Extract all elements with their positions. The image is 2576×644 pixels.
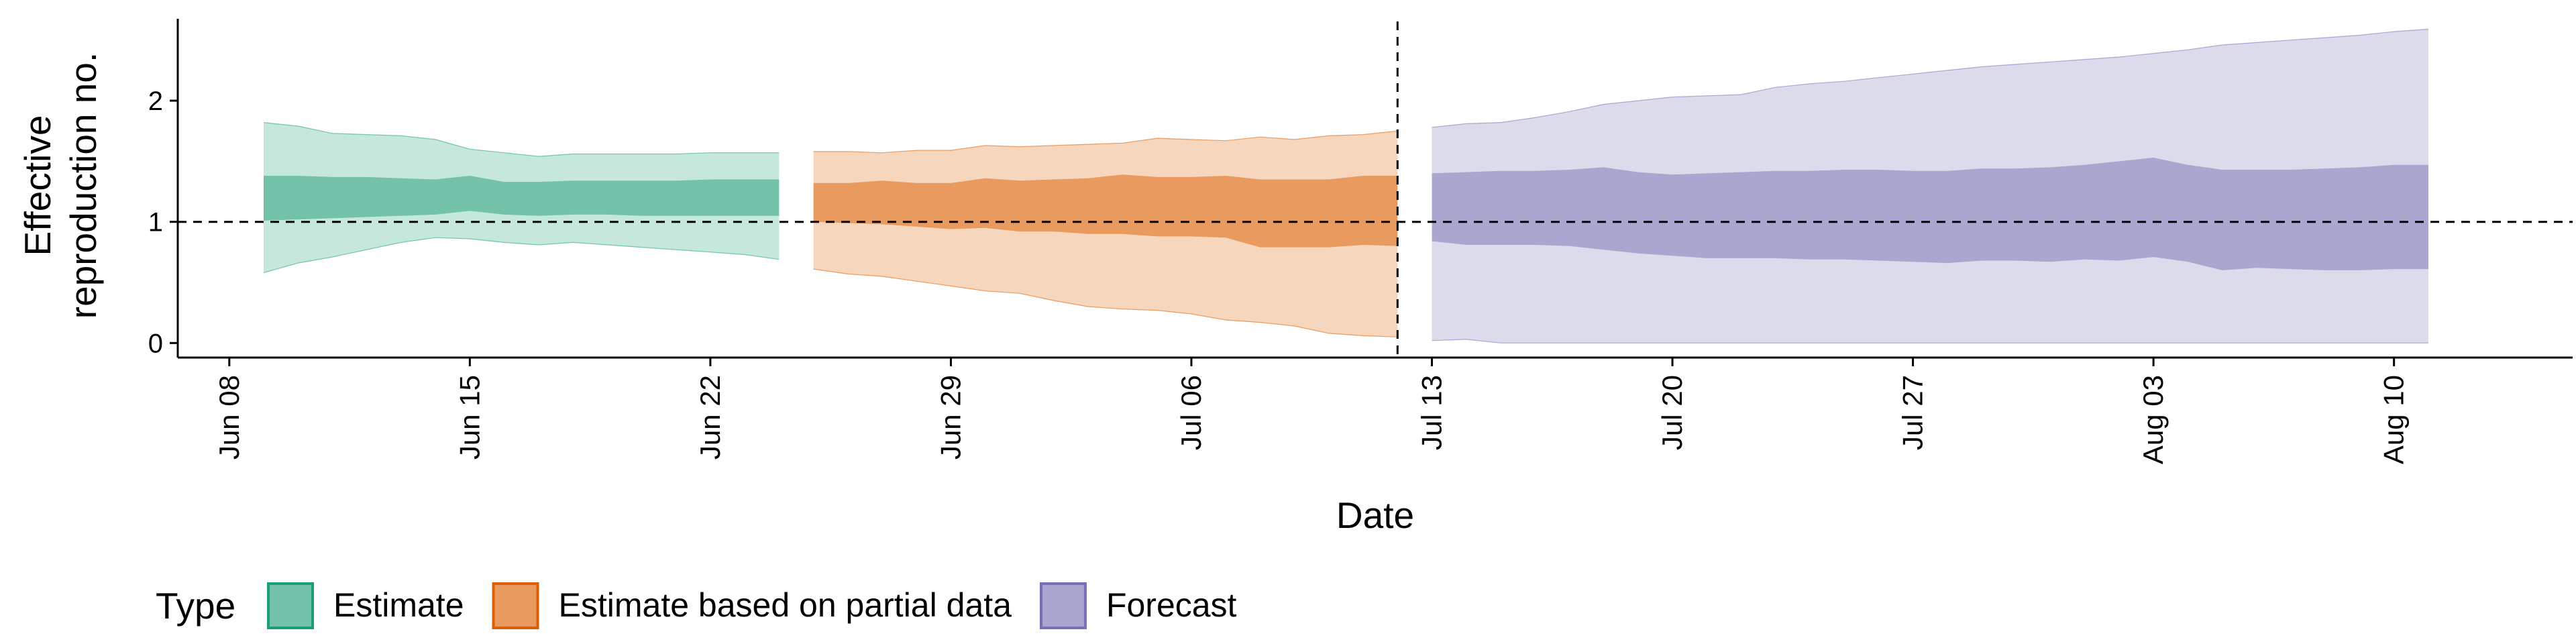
x-tick-label: Jul 27 [1897, 375, 1929, 450]
legend-key-estimate [268, 584, 313, 628]
x-tick-label: Jun 22 [694, 375, 726, 460]
x-axis-title: Date [1336, 494, 1414, 536]
legend-label-forecast: Forecast [1106, 586, 1237, 624]
x-tick-label: Jun 29 [934, 375, 966, 460]
y-tick-label: 2 [148, 87, 163, 116]
y-axis-title-line: reproduction no. [62, 52, 104, 319]
x-tick-label: Jun 15 [453, 375, 485, 460]
legend-label-estimate-based-on-partial-data: Estimate based on partial data [559, 586, 1012, 624]
y-tick-label: 1 [148, 208, 163, 237]
legend-key-forecast [1041, 584, 1085, 628]
y-tick-label: 0 [148, 329, 163, 358]
legend-key-estimate-based-on-partial-data [494, 584, 538, 628]
x-tick-label: Jun 08 [213, 375, 245, 460]
x-tick-label: Jul 06 [1175, 375, 1207, 450]
x-tick-label: Jul 20 [1656, 375, 1688, 450]
legend-title: Type [156, 585, 235, 627]
x-tick-label: Aug 03 [2137, 375, 2169, 464]
legend-label-estimate: Estimate [333, 586, 464, 624]
y-axis-title-line: Effective [17, 115, 58, 256]
x-tick-label: Jul 13 [1416, 375, 1448, 450]
x-tick-label: Aug 10 [2378, 375, 2410, 464]
estimate-inner-band [264, 176, 779, 221]
